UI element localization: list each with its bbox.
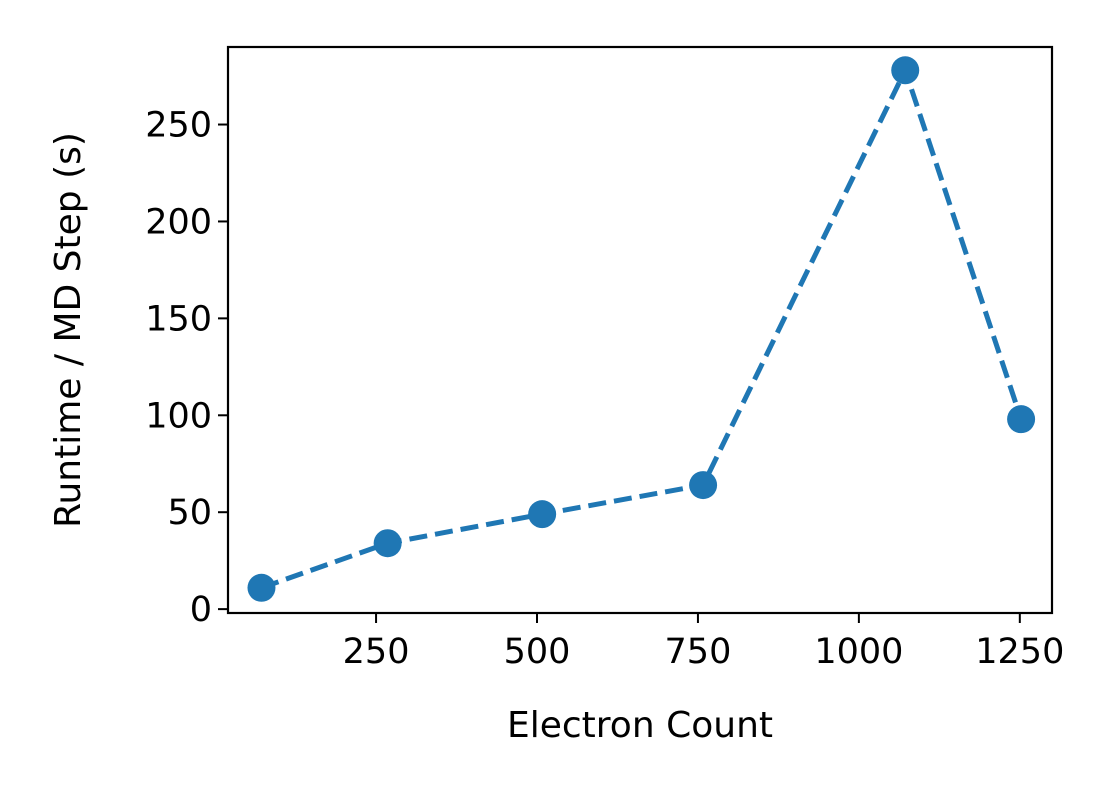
- data-point: [373, 529, 402, 558]
- x-tick-label: 750: [665, 632, 732, 672]
- x-tick-label: 500: [504, 632, 571, 672]
- y-tick-label: 200: [145, 202, 212, 242]
- y-tick-label: 0: [190, 590, 212, 630]
- x-axis-ticks: 250 500 750 1000 1250: [343, 613, 1064, 672]
- y-tick-label: 150: [145, 299, 212, 339]
- y-axis-ticks: 0 50 100 150 200 250: [145, 106, 228, 630]
- data-point: [689, 471, 718, 500]
- x-tick-label: 1000: [814, 632, 903, 672]
- y-tick-label: 250: [145, 106, 212, 146]
- x-axis-label: Electron Count: [507, 705, 773, 746]
- series-line: [260, 67, 1024, 591]
- x-tick-label: 1250: [975, 632, 1064, 672]
- data-point: [891, 56, 920, 85]
- y-tick-label: 100: [145, 396, 212, 436]
- data-point: [528, 500, 557, 529]
- y-axis-label: Runtime / MD Step (s): [48, 132, 89, 528]
- series-layer: [247, 56, 1036, 602]
- y-tick-label: 50: [167, 493, 212, 533]
- plot-frame: [226, 45, 1054, 615]
- x-tick-label: 250: [343, 632, 410, 672]
- data-point: [1007, 405, 1036, 434]
- data-point: [247, 573, 276, 602]
